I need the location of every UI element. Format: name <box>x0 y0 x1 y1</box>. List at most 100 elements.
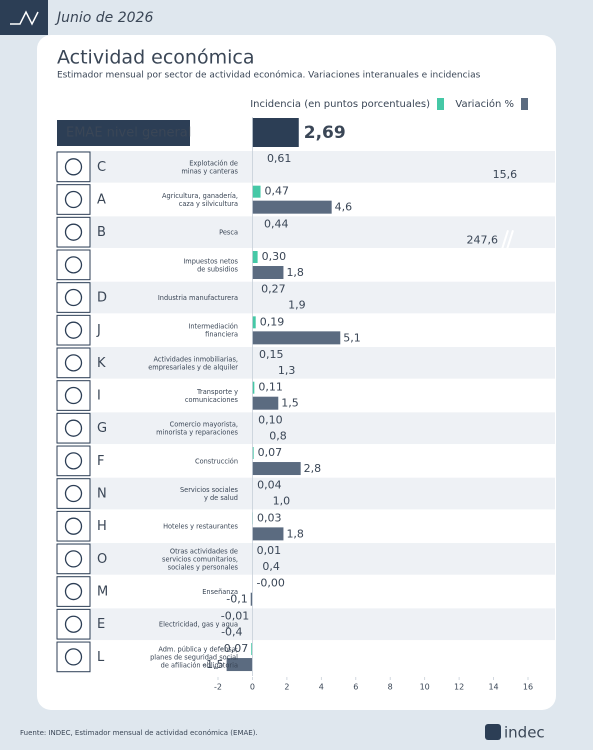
category-description: Intermediación <box>188 323 238 331</box>
category-letter: I <box>97 389 101 404</box>
row-band <box>57 151 555 183</box>
data-label: 15,6 <box>493 168 518 181</box>
category-letter: N <box>97 487 107 502</box>
icon <box>64 321 83 339</box>
logo-mark <box>485 724 501 740</box>
data-label: 0,8 <box>269 429 287 442</box>
icon-box <box>56 445 91 477</box>
icon-box <box>56 576 91 607</box>
legend-swatch <box>437 98 444 110</box>
category-letter: E <box>97 617 105 632</box>
category-description: comunicaciones <box>185 396 239 404</box>
category-description: Enseñanza <box>202 588 238 596</box>
category-letter: C <box>97 160 106 175</box>
bar <box>252 331 341 345</box>
icon-box <box>56 282 91 313</box>
icon <box>64 223 83 241</box>
icon-box <box>56 641 91 673</box>
x-tick-label: 14 <box>488 683 498 692</box>
data-label: 5,1 <box>343 331 361 344</box>
category-description: Pesca <box>219 229 238 237</box>
category-letter: D <box>97 291 107 306</box>
data-label: 0,01 <box>257 544 282 557</box>
subtitle: Estimador mensual por sector de activida… <box>57 70 481 81</box>
icon <box>64 288 83 307</box>
icon <box>64 452 83 470</box>
data-label: 0,61 <box>267 152 292 165</box>
x-tick-label: 2 <box>284 683 289 692</box>
row-band <box>57 477 555 510</box>
data-label: -0,4 <box>221 625 242 638</box>
category-description: Agricultura, ganadería, <box>162 192 238 200</box>
x-tick-label: 12 <box>454 683 464 692</box>
category-description: empresariales y de alquiler <box>148 363 238 371</box>
legend-swatch <box>521 98 528 110</box>
category-description: Explotación de <box>189 159 238 167</box>
bar <box>252 527 284 541</box>
category-description: financiera <box>205 331 238 339</box>
category-description: servicios comunitarios, <box>162 555 238 563</box>
bar <box>252 381 255 394</box>
icon <box>64 190 83 209</box>
bar <box>252 185 261 198</box>
header-icon <box>10 10 39 26</box>
axis-break <box>506 230 514 250</box>
icon <box>64 386 83 405</box>
category-letter: L <box>97 650 105 665</box>
row-band <box>57 543 555 575</box>
category-description: Servicios sociales <box>180 486 239 494</box>
icon <box>64 354 83 372</box>
icon-box <box>56 347 91 379</box>
data-label: 1,5 <box>281 397 299 410</box>
category-letter: J <box>96 323 101 338</box>
icon-box <box>56 184 91 215</box>
icon <box>64 256 83 274</box>
icon <box>64 550 83 568</box>
legend-label: Variación % <box>455 98 514 110</box>
data-label: 1,8 <box>286 266 304 279</box>
row-band <box>57 412 555 445</box>
category-letter: B <box>97 225 106 240</box>
data-label: 2,69 <box>304 123 346 143</box>
icon-box <box>56 151 91 183</box>
row-band <box>57 281 555 314</box>
data-label: 0,10 <box>258 413 283 426</box>
category-description: Hoteles y restaurantes <box>163 523 238 531</box>
logo: indec <box>504 724 545 742</box>
data-label: 0,27 <box>261 283 286 296</box>
axis-break <box>501 230 509 250</box>
category-letter: K <box>97 356 106 371</box>
x-tick-label: 4 <box>319 683 324 692</box>
category-description: Actividades inmobiliarias, <box>154 355 238 363</box>
icon <box>64 484 83 503</box>
category-description: Industria manufacturera <box>158 294 238 302</box>
category-description: minorista y reparaciones <box>156 429 238 437</box>
data-label: 1,0 <box>273 495 291 508</box>
icon-box <box>56 478 91 509</box>
general-label-box <box>57 120 190 146</box>
date: Junio de 2026 <box>54 10 153 26</box>
data-label: 4,6 <box>335 201 353 214</box>
general-label: EMAE nivel general <box>66 126 191 141</box>
chart-title: Actividad económica <box>57 47 254 69</box>
icon-box <box>56 380 91 411</box>
category-letter: G <box>97 421 107 436</box>
x-tick-label: -2 <box>214 683 222 692</box>
bar <box>252 316 256 329</box>
x-tick-label: 10 <box>420 683 430 692</box>
category-description: de subsidios <box>197 265 238 273</box>
x-tick-label: 8 <box>388 683 393 692</box>
data-label: 0,19 <box>260 315 285 328</box>
data-label: 0,44 <box>264 217 289 230</box>
legend-label: Incidencia (en puntos porcentuales) <box>250 99 430 110</box>
icon-box <box>56 608 91 640</box>
category-description: minas y canteras <box>181 167 238 175</box>
data-label: 0,07 <box>258 446 283 459</box>
icon <box>64 582 83 601</box>
category-description: Impuestos netos <box>183 257 238 265</box>
category-letter: F <box>97 454 104 469</box>
data-label: -0,01 <box>221 609 249 622</box>
data-label: 1,3 <box>278 364 296 377</box>
